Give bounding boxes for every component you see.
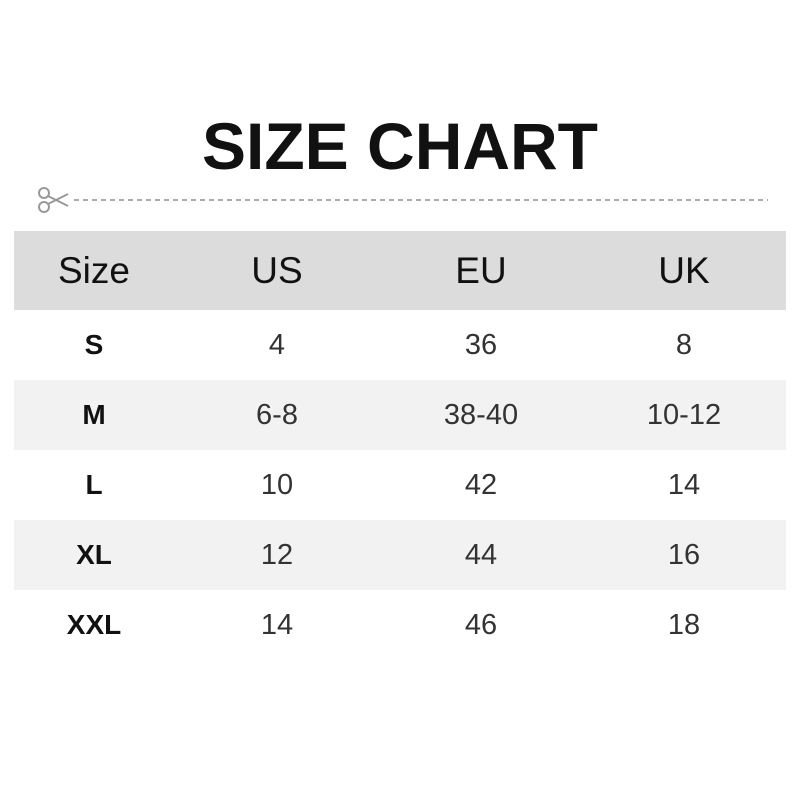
table-row: XXL 14 46 18: [14, 590, 786, 660]
size-label: XXL: [66, 609, 122, 640]
table-row: S 4 36 8: [14, 310, 786, 380]
header-us: US: [251, 249, 303, 291]
us-value: 14: [260, 608, 294, 641]
cut-line: [38, 187, 768, 213]
us-value: 12: [260, 538, 294, 571]
table-row: XL 12 44 16: [14, 520, 786, 590]
eu-value: 42: [464, 468, 498, 501]
header-size: Size: [58, 249, 130, 291]
scissors-icon: [38, 187, 69, 213]
uk-value: 18: [667, 608, 701, 641]
uk-value: 8: [675, 328, 693, 361]
size-table: Size US EU UK S 4 36 8 M 6-8 38-40 10-12 L 10 42 14…: [14, 231, 786, 660]
table-row: M 6-8 38-40 10-12: [14, 380, 786, 450]
size-label: M: [82, 399, 106, 430]
us-value: 4: [268, 328, 286, 361]
uk-value: 16: [667, 538, 701, 571]
size-label: L: [85, 469, 103, 500]
us-value: 10: [260, 468, 294, 501]
eu-value: 36: [464, 328, 498, 361]
header-eu: EU: [455, 249, 507, 291]
header-uk: UK: [658, 249, 710, 291]
page-title: SIZE CHART: [202, 109, 598, 183]
table-header: Size US EU UK: [14, 231, 786, 310]
uk-value: 10-12: [646, 398, 722, 431]
size-label: XL: [76, 539, 112, 570]
table-row: L 10 42 14: [14, 450, 786, 520]
uk-value: 14: [667, 468, 701, 501]
size-label: S: [84, 329, 104, 360]
eu-value: 46: [464, 608, 498, 641]
eu-value: 44: [464, 538, 498, 571]
eu-value: 38-40: [443, 398, 519, 431]
us-value: 6-8: [256, 398, 298, 431]
